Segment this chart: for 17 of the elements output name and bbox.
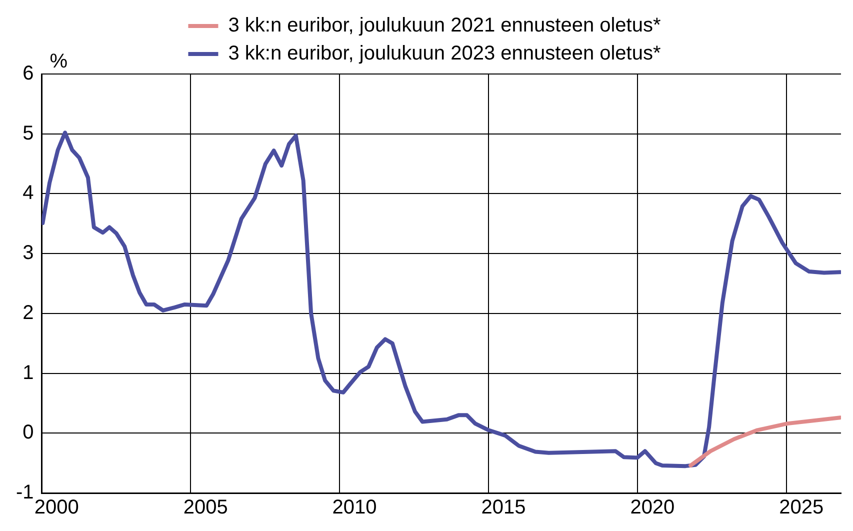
y-axis-title: % — [50, 50, 68, 73]
y-tick-label: 6 — [22, 62, 34, 85]
x-tick-label: 2015 — [481, 496, 526, 519]
y-tick-label: -1 — [16, 482, 34, 504]
x-tick-label: 2020 — [630, 496, 675, 519]
x-tick-label: 2005 — [183, 496, 228, 519]
x-tick-label: 2000 — [34, 496, 79, 519]
y-tick-label: 5 — [22, 122, 34, 144]
y-tick-label: 1 — [22, 362, 34, 384]
y-tick-label: 2 — [22, 302, 34, 324]
y-tick-label: 3 — [22, 242, 34, 264]
y-tick-label: 0 — [22, 422, 34, 444]
x-tick-label: 2025 — [779, 496, 824, 519]
y-tick-label: 4 — [22, 182, 34, 204]
x-tick-label: 2010 — [332, 496, 377, 519]
legend-label: 3 kk:n euribor, joulukuun 2023 ennusteen oletus* — [228, 42, 661, 65]
legend-label: 3 kk:n euribor, joulukuun 2021 ennusteen oletus* — [228, 14, 661, 37]
